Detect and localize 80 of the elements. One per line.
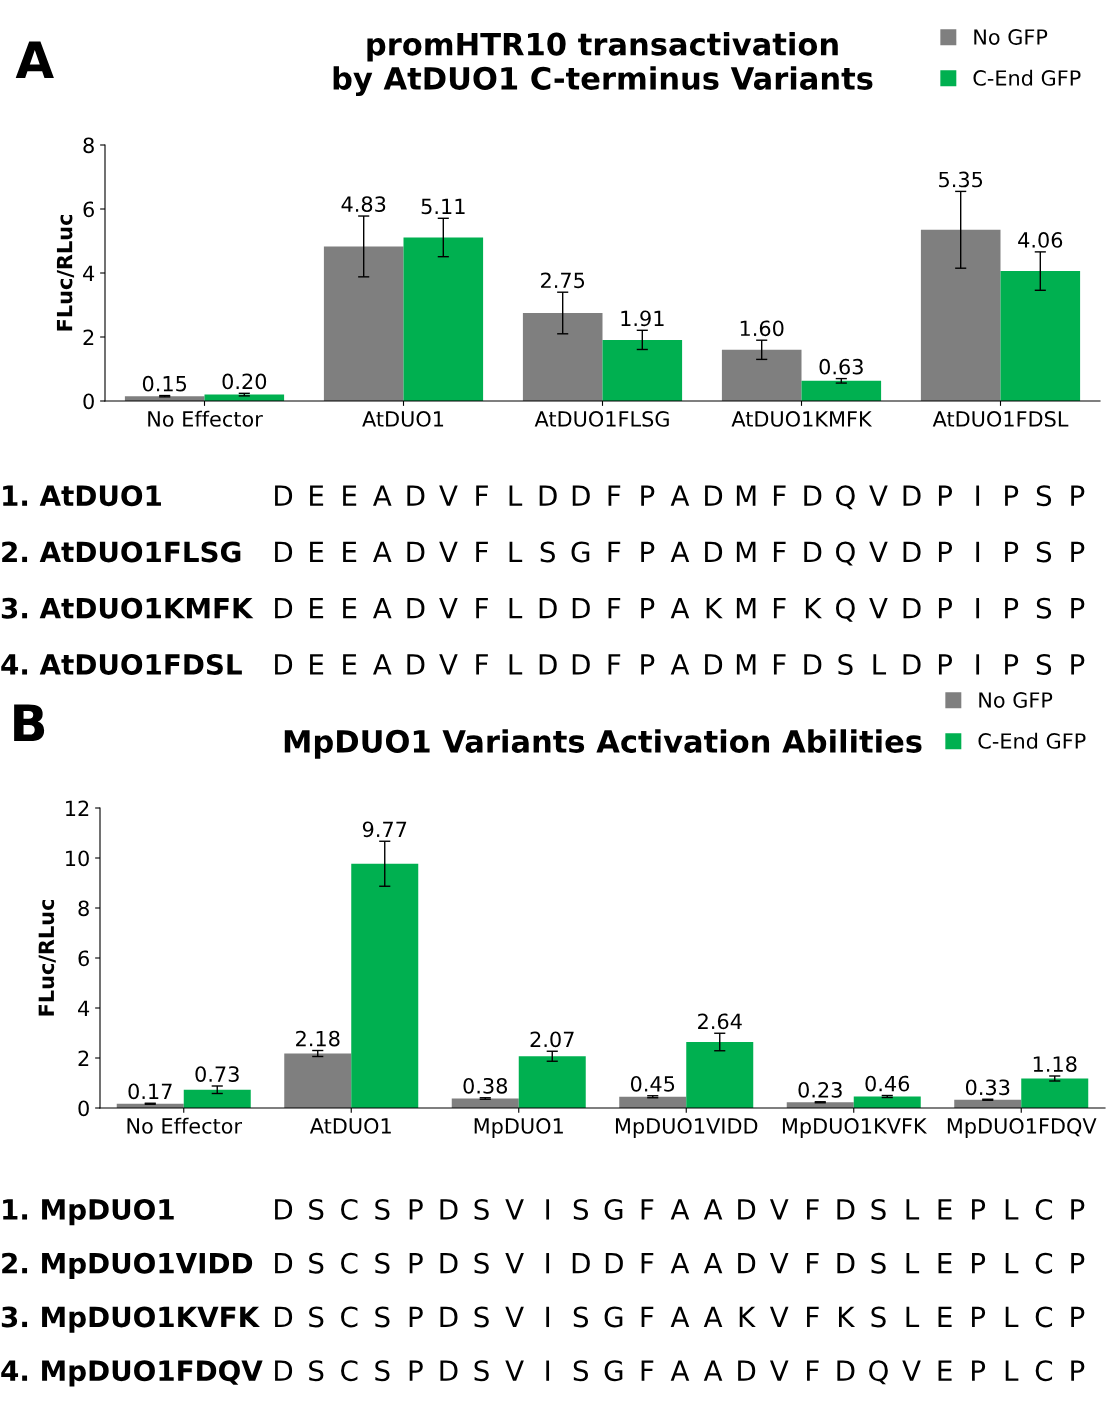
legend-label: C-End GFP — [978, 732, 1086, 749]
data-label: 2.75 — [541, 272, 585, 289]
data-label: 4.06 — [1018, 232, 1063, 248]
x-tick-label: AtDUO1KMFK — [731, 411, 873, 427]
text: 4. MpDUO1FDQV — [1, 1360, 263, 1387]
chart-title: promHTR10 transactivation by AtDUO1 C-terminus Variants — [333, 32, 873, 97]
x-tick-label: AtDUO1FLSG — [534, 411, 669, 427]
text: 2. AtDUO1FLSG — [2, 541, 241, 563]
y-tick-label: 8 — [78, 900, 89, 917]
data-label: 5.11 — [421, 198, 465, 215]
bar — [801, 380, 882, 401]
data-label: 1.60 — [740, 320, 784, 337]
data-label: 2.07 — [530, 1031, 574, 1048]
data-label: 4.83 — [341, 196, 386, 212]
y-tick-label: 10 — [66, 850, 89, 867]
x-tick-label: MpDUO1VIDD — [615, 1118, 758, 1138]
y-axis-title: FLuc/RLuc — [56, 215, 75, 331]
text: 1. MpDUO1 — [3, 1198, 174, 1226]
bar — [323, 246, 404, 401]
data-label: 0.20 — [222, 373, 267, 390]
y-tick-label: 2 — [78, 1050, 89, 1066]
text: A — [15, 41, 54, 78]
bar — [721, 349, 802, 401]
y-tick-label: 0 — [78, 1100, 89, 1117]
x-tick-label: No Effector — [127, 1117, 243, 1134]
y-tick-label: 4 — [78, 1000, 90, 1016]
data-label: 2.64 — [698, 1013, 742, 1030]
data-label: 1.18 — [1033, 1056, 1077, 1072]
x-tick-label: No Effector — [148, 410, 263, 427]
bar — [522, 313, 603, 401]
bar — [686, 1042, 754, 1108]
bar — [518, 1056, 586, 1108]
bar — [183, 1089, 251, 1108]
text: 2. MpDUO1VIDD — [2, 1252, 253, 1280]
x-tick-label: AtDUO1 — [362, 411, 444, 427]
legend-label: No GFP — [974, 29, 1048, 45]
x-tick-label: AtDUO1 — [309, 1118, 391, 1134]
text: 4. AtDUO1FDSL — [1, 653, 242, 675]
bar — [602, 339, 683, 401]
y-tick-label: 6 — [83, 201, 94, 218]
y-tick-label: 12 — [66, 800, 89, 816]
data-label: 0.63 — [819, 358, 863, 375]
text: 3. MpDUO1KVFK — [1, 1306, 260, 1333]
y-tick-label: 2 — [83, 329, 94, 345]
bar — [1000, 271, 1081, 401]
data-label: 0.23 — [798, 1081, 842, 1098]
data-label: 0.73 — [195, 1066, 239, 1082]
x-tick-label: MpDUO1 — [474, 1118, 563, 1138]
x-tick-label: AtDUO1FDSL — [932, 411, 1069, 427]
text: 1. AtDUO1 — [3, 485, 161, 507]
bar — [920, 229, 1001, 401]
data-label: 1.91 — [621, 310, 664, 327]
data-label: 0.17 — [128, 1083, 172, 1100]
data-label: 0.15 — [142, 375, 187, 392]
bar — [284, 1053, 352, 1108]
legend-label: No GFP — [979, 692, 1053, 708]
data-label: 2.18 — [296, 1030, 340, 1047]
bar — [403, 237, 484, 401]
bar — [1021, 1078, 1089, 1108]
chart-title: MpDUO1 Variants Activation Abilities — [284, 729, 922, 759]
y-axis-title: FLuc/RLuc — [38, 900, 56, 1016]
data-label: 0.46 — [865, 1075, 910, 1092]
y-tick-label: 4 — [83, 265, 95, 281]
bar — [619, 1096, 687, 1108]
text: B — [14, 704, 45, 741]
data-label: 5.35 — [939, 171, 983, 188]
y-tick-label: 8 — [83, 137, 94, 154]
y-tick-label: 0 — [83, 393, 94, 410]
bar — [351, 863, 419, 1108]
bar — [451, 1098, 519, 1108]
text: 3. AtDUO1KMFK — [1, 597, 254, 619]
x-tick-label: MpDUO1FDQV — [947, 1118, 1097, 1138]
data-label: 0.45 — [630, 1075, 675, 1092]
y-tick-label: 6 — [78, 950, 89, 967]
x-tick-label: MpDUO1KVFK — [782, 1118, 928, 1138]
data-label: 0.33 — [965, 1079, 1010, 1096]
legend-label: C-End GFP — [973, 69, 1081, 86]
data-label: 9.77 — [362, 821, 407, 838]
data-label: 0.38 — [463, 1077, 508, 1094]
bar — [853, 1096, 921, 1108]
